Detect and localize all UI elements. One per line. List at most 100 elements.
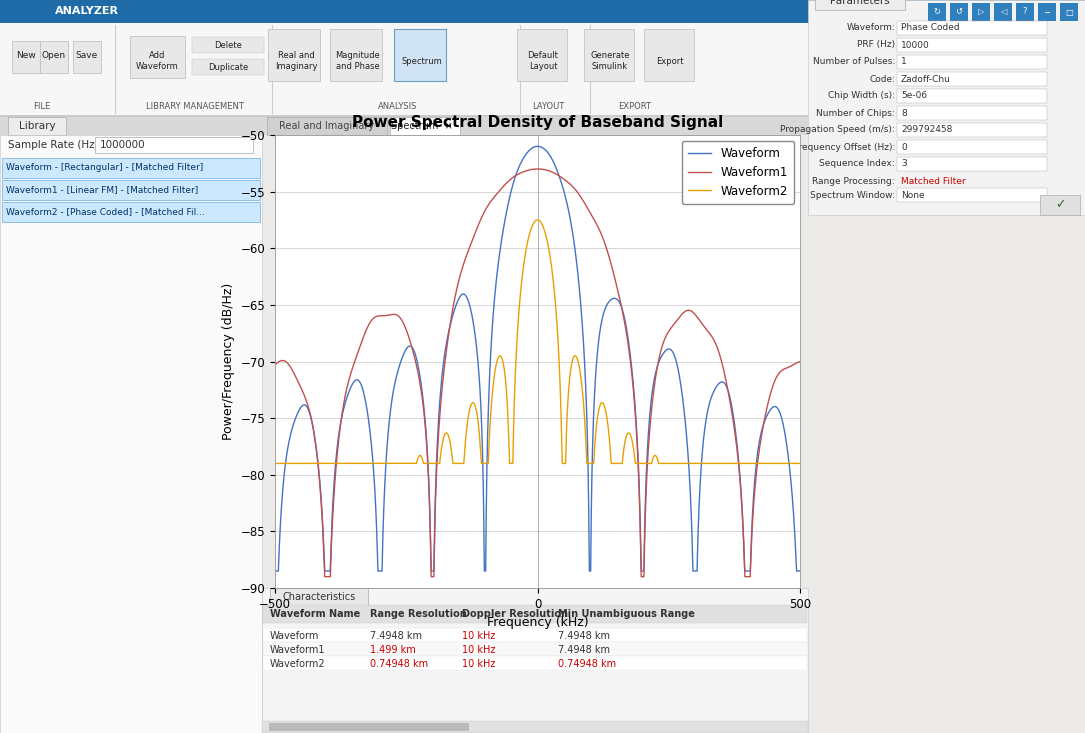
Bar <box>192 37 264 53</box>
Bar <box>1060 3 1078 21</box>
Line: Waveform2: Waveform2 <box>275 220 800 463</box>
Waveform1 <box>648 383 661 391</box>
Text: Number of Pulses:: Number of Pulses: <box>813 57 895 67</box>
Bar <box>644 29 694 81</box>
Bar <box>267 117 387 135</box>
Text: Phase Coded: Phase Coded <box>901 23 959 32</box>
Bar <box>95 137 253 153</box>
Bar <box>261 721 808 733</box>
Text: Generate
Simulink: Generate Simulink <box>590 51 629 70</box>
Text: 299792458: 299792458 <box>901 125 953 134</box>
Bar <box>263 656 807 670</box>
Text: Spectrum  ×: Spectrum × <box>391 121 452 131</box>
Bar <box>897 106 1047 120</box>
Waveform <box>487 306 500 315</box>
Text: 10 kHz: 10 kHz <box>462 645 496 655</box>
Text: Range Processing:: Range Processing: <box>813 177 895 185</box>
Text: Waveform: Waveform <box>270 631 319 641</box>
Text: Sample Rate (Hz):: Sample Rate (Hz): <box>8 140 102 150</box>
Text: ↺: ↺ <box>956 7 962 17</box>
Waveform2 <box>426 459 439 468</box>
Waveform <box>268 567 281 575</box>
Text: PRF (Hz): PRF (Hz) <box>857 40 895 50</box>
Text: Frequency Offset (Hz):: Frequency Offset (Hz): <box>793 142 895 152</box>
Bar <box>270 588 368 605</box>
Bar <box>263 605 807 623</box>
Bar <box>516 29 567 81</box>
Text: FILE: FILE <box>34 102 51 111</box>
Waveform2 <box>717 459 730 468</box>
Text: Characteristics: Characteristics <box>282 592 356 602</box>
Bar <box>261 588 808 733</box>
Text: ANALYZER: ANALYZER <box>55 7 119 17</box>
Waveform1 <box>426 572 439 581</box>
Text: 7.4948 km: 7.4948 km <box>370 631 422 641</box>
Text: Propagation Speed (m/s):: Propagation Speed (m/s): <box>780 125 895 134</box>
Text: ?: ? <box>1023 7 1027 17</box>
Bar <box>268 29 320 81</box>
Bar <box>950 3 968 21</box>
Text: ◁: ◁ <box>999 7 1006 17</box>
Bar <box>330 29 382 81</box>
Text: Library: Library <box>18 121 55 131</box>
Text: Range Resolution: Range Resolution <box>370 609 467 619</box>
Text: Code:: Code: <box>869 75 895 84</box>
Waveform2 <box>531 216 544 224</box>
Text: Export: Export <box>656 56 684 65</box>
Bar <box>897 188 1047 202</box>
Bar <box>0 135 261 733</box>
Text: Waveform2: Waveform2 <box>270 659 326 669</box>
Waveform2 <box>483 439 496 448</box>
Text: Delete: Delete <box>214 40 242 50</box>
Bar <box>2 158 260 178</box>
Text: Min Unambiguous Range: Min Unambiguous Range <box>558 609 694 619</box>
Bar <box>73 41 101 73</box>
Text: 10 kHz: 10 kHz <box>462 659 496 669</box>
Text: Parameters: Parameters <box>830 0 890 6</box>
Bar <box>0 23 1085 115</box>
Waveform1 <box>487 194 500 202</box>
Bar <box>192 59 264 75</box>
Bar <box>390 117 460 135</box>
Text: ANALYSIS: ANALYSIS <box>379 102 418 111</box>
Text: 1000000: 1000000 <box>100 140 145 150</box>
Text: 0.74948 km: 0.74948 km <box>558 659 616 669</box>
Waveform <box>648 375 661 384</box>
Text: Doppler Resolution: Doppler Resolution <box>462 609 569 619</box>
Bar <box>0 135 261 733</box>
Bar <box>0 117 1085 135</box>
Waveform1 <box>483 199 496 208</box>
Text: ✓: ✓ <box>1055 199 1065 212</box>
Bar <box>8 117 66 135</box>
Text: Matched Filter: Matched Filter <box>901 177 966 185</box>
Text: Waveform2 - [Phase Coded] - [Matched Fil...: Waveform2 - [Phase Coded] - [Matched Fil… <box>7 207 205 216</box>
Text: Spectrum Window:: Spectrum Window: <box>810 191 895 199</box>
Text: □: □ <box>1065 7 1073 17</box>
Bar <box>1038 3 1056 21</box>
Line: Waveform1: Waveform1 <box>275 169 800 577</box>
Bar <box>972 3 990 21</box>
Bar <box>0 0 1085 23</box>
X-axis label: Frequency (kHz): Frequency (kHz) <box>487 616 588 629</box>
Bar <box>928 3 946 21</box>
Bar <box>394 29 446 81</box>
Bar <box>808 0 1085 215</box>
Bar <box>394 29 446 81</box>
Bar <box>261 117 808 135</box>
Text: 10000: 10000 <box>901 40 930 50</box>
Text: LAYOUT: LAYOUT <box>532 102 564 111</box>
Waveform2 <box>793 459 806 468</box>
Text: ▷: ▷ <box>978 7 984 17</box>
Bar <box>2 202 260 222</box>
Text: 1.499 km: 1.499 km <box>370 645 416 655</box>
Text: Chip Width (s):: Chip Width (s): <box>828 92 895 100</box>
Text: Waveform1: Waveform1 <box>270 645 326 655</box>
Text: ─: ─ <box>1045 7 1049 17</box>
Text: 8: 8 <box>901 108 907 117</box>
Bar <box>40 41 68 73</box>
Waveform1 <box>268 361 281 369</box>
Text: 5e-06: 5e-06 <box>901 92 927 100</box>
Waveform2 <box>548 286 561 295</box>
Waveform <box>483 385 496 394</box>
Text: 3: 3 <box>901 160 907 169</box>
